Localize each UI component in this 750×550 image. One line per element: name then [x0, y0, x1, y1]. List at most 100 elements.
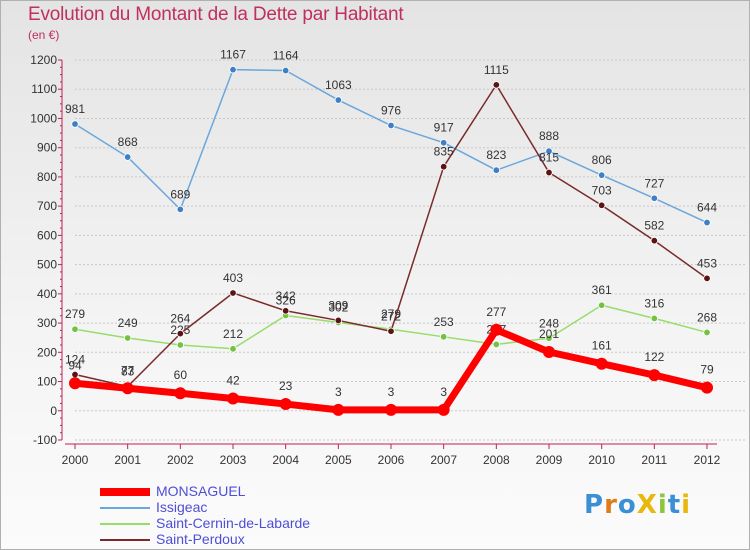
data-point [334, 96, 343, 104]
data-point [543, 346, 555, 359]
y-tick-label: 700 [37, 199, 57, 213]
y-tick-label: 300 [37, 316, 57, 330]
data-point [597, 301, 606, 309]
data-label: 161 [592, 339, 612, 353]
data-label: 122 [644, 350, 664, 364]
data-point [71, 325, 79, 333]
data-label: 917 [434, 121, 454, 135]
data-label: 302 [328, 300, 348, 314]
y-tick-label: 400 [37, 287, 57, 301]
data-point [387, 121, 395, 130]
data-label: 1167 [220, 48, 246, 62]
data-label: 342 [276, 289, 296, 303]
data-point [597, 171, 606, 179]
legend-label-issigeac: Issigeac [156, 499, 208, 515]
x-tick-label: 2007 [430, 453, 457, 467]
data-point [176, 341, 185, 349]
logo-letter: r [604, 490, 618, 520]
y-tick-label: 900 [37, 141, 57, 155]
y-tick-label: 500 [37, 258, 57, 272]
logo-letter: o [617, 490, 637, 520]
data-label: 249 [118, 316, 138, 330]
data-point [281, 66, 290, 75]
y-tick-label: 0 [50, 404, 57, 418]
data-point [121, 382, 134, 395]
data-point [545, 168, 553, 177]
data-label: 253 [434, 315, 454, 329]
data-point [439, 333, 448, 341]
x-tick-label: 2002 [167, 453, 194, 467]
data-label: 83 [121, 365, 135, 379]
data-point [332, 403, 345, 416]
x-tick-label: 2003 [220, 453, 247, 467]
data-label: 1063 [325, 78, 352, 92]
data-point [703, 274, 711, 283]
data-point [492, 340, 501, 349]
data-label: 981 [65, 102, 85, 116]
x-tick-label: 2001 [114, 453, 141, 467]
data-point [492, 166, 501, 174]
data-label: 1115 [484, 63, 509, 77]
data-point [281, 307, 290, 315]
data-point [650, 314, 659, 323]
data-point [703, 218, 711, 227]
data-point [69, 377, 81, 390]
data-label: 248 [539, 316, 559, 330]
y-tick-label: 600 [37, 228, 57, 242]
data-point [387, 327, 395, 335]
data-label: 835 [434, 145, 454, 159]
data-point [545, 147, 553, 155]
data-label: 201 [539, 327, 559, 341]
data-label: 644 [697, 201, 717, 215]
logo-letter: i [681, 490, 692, 520]
data-point [71, 120, 79, 128]
data-point [701, 381, 713, 394]
data-label: 689 [170, 187, 190, 201]
y-tick-label: 800 [37, 170, 57, 184]
data-label: 326 [276, 293, 296, 307]
y-tick-label: 200 [37, 345, 57, 359]
data-label: 1164 [273, 49, 299, 63]
x-tick-label: 2005 [325, 453, 352, 467]
legend-label-saint-cernin-de-labarde: Saint-Cernin-de-Labarde [156, 515, 311, 531]
data-label: 272 [381, 309, 401, 323]
chart-legend: MONSAGUEL Issigeac Saint-Cernin-de-Labar… [100, 483, 400, 548]
data-label: 277 [486, 305, 506, 319]
data-label: 3 [335, 385, 342, 399]
x-tick-label: 2011 [641, 453, 667, 467]
x-tick-label: 2010 [588, 453, 615, 467]
data-label: 3 [440, 385, 447, 399]
data-point [334, 316, 343, 325]
data-label: 888 [539, 129, 559, 143]
x-tick-label: 2006 [378, 453, 405, 467]
data-label: 361 [592, 283, 612, 297]
data-point [227, 392, 239, 405]
legend-swatch-saint-cernin-de-labarde [100, 523, 150, 525]
x-tick-label: 2009 [536, 453, 563, 467]
legend-swatch-saint-perdoux [100, 539, 150, 541]
data-label: 42 [226, 373, 240, 387]
data-point [595, 357, 608, 370]
x-tick-label: 2012 [694, 453, 721, 467]
legend-item-saint-perdoux: Saint-Perdoux [100, 531, 400, 548]
data-label: 23 [279, 379, 293, 393]
data-point [229, 345, 237, 353]
logo-letter: X [636, 490, 658, 520]
x-tick-label: 2008 [483, 453, 510, 467]
data-point [597, 201, 606, 209]
data-point [648, 369, 661, 382]
data-label: 3 [388, 385, 395, 399]
data-label: 60 [174, 368, 188, 382]
data-label: 79 [700, 363, 714, 377]
data-label: 309 [328, 298, 348, 312]
legend-item-saint-cernin-de-labarde: Saint-Cernin-de-Labarde [100, 515, 400, 532]
data-point [650, 194, 659, 202]
data-label: 94 [68, 358, 82, 372]
data-label: 124 [65, 353, 85, 367]
data-point [123, 153, 132, 161]
data-label: 264 [170, 312, 190, 326]
y-tick-label: 100 [37, 375, 57, 389]
legend-swatch-monsaguel [100, 488, 150, 496]
